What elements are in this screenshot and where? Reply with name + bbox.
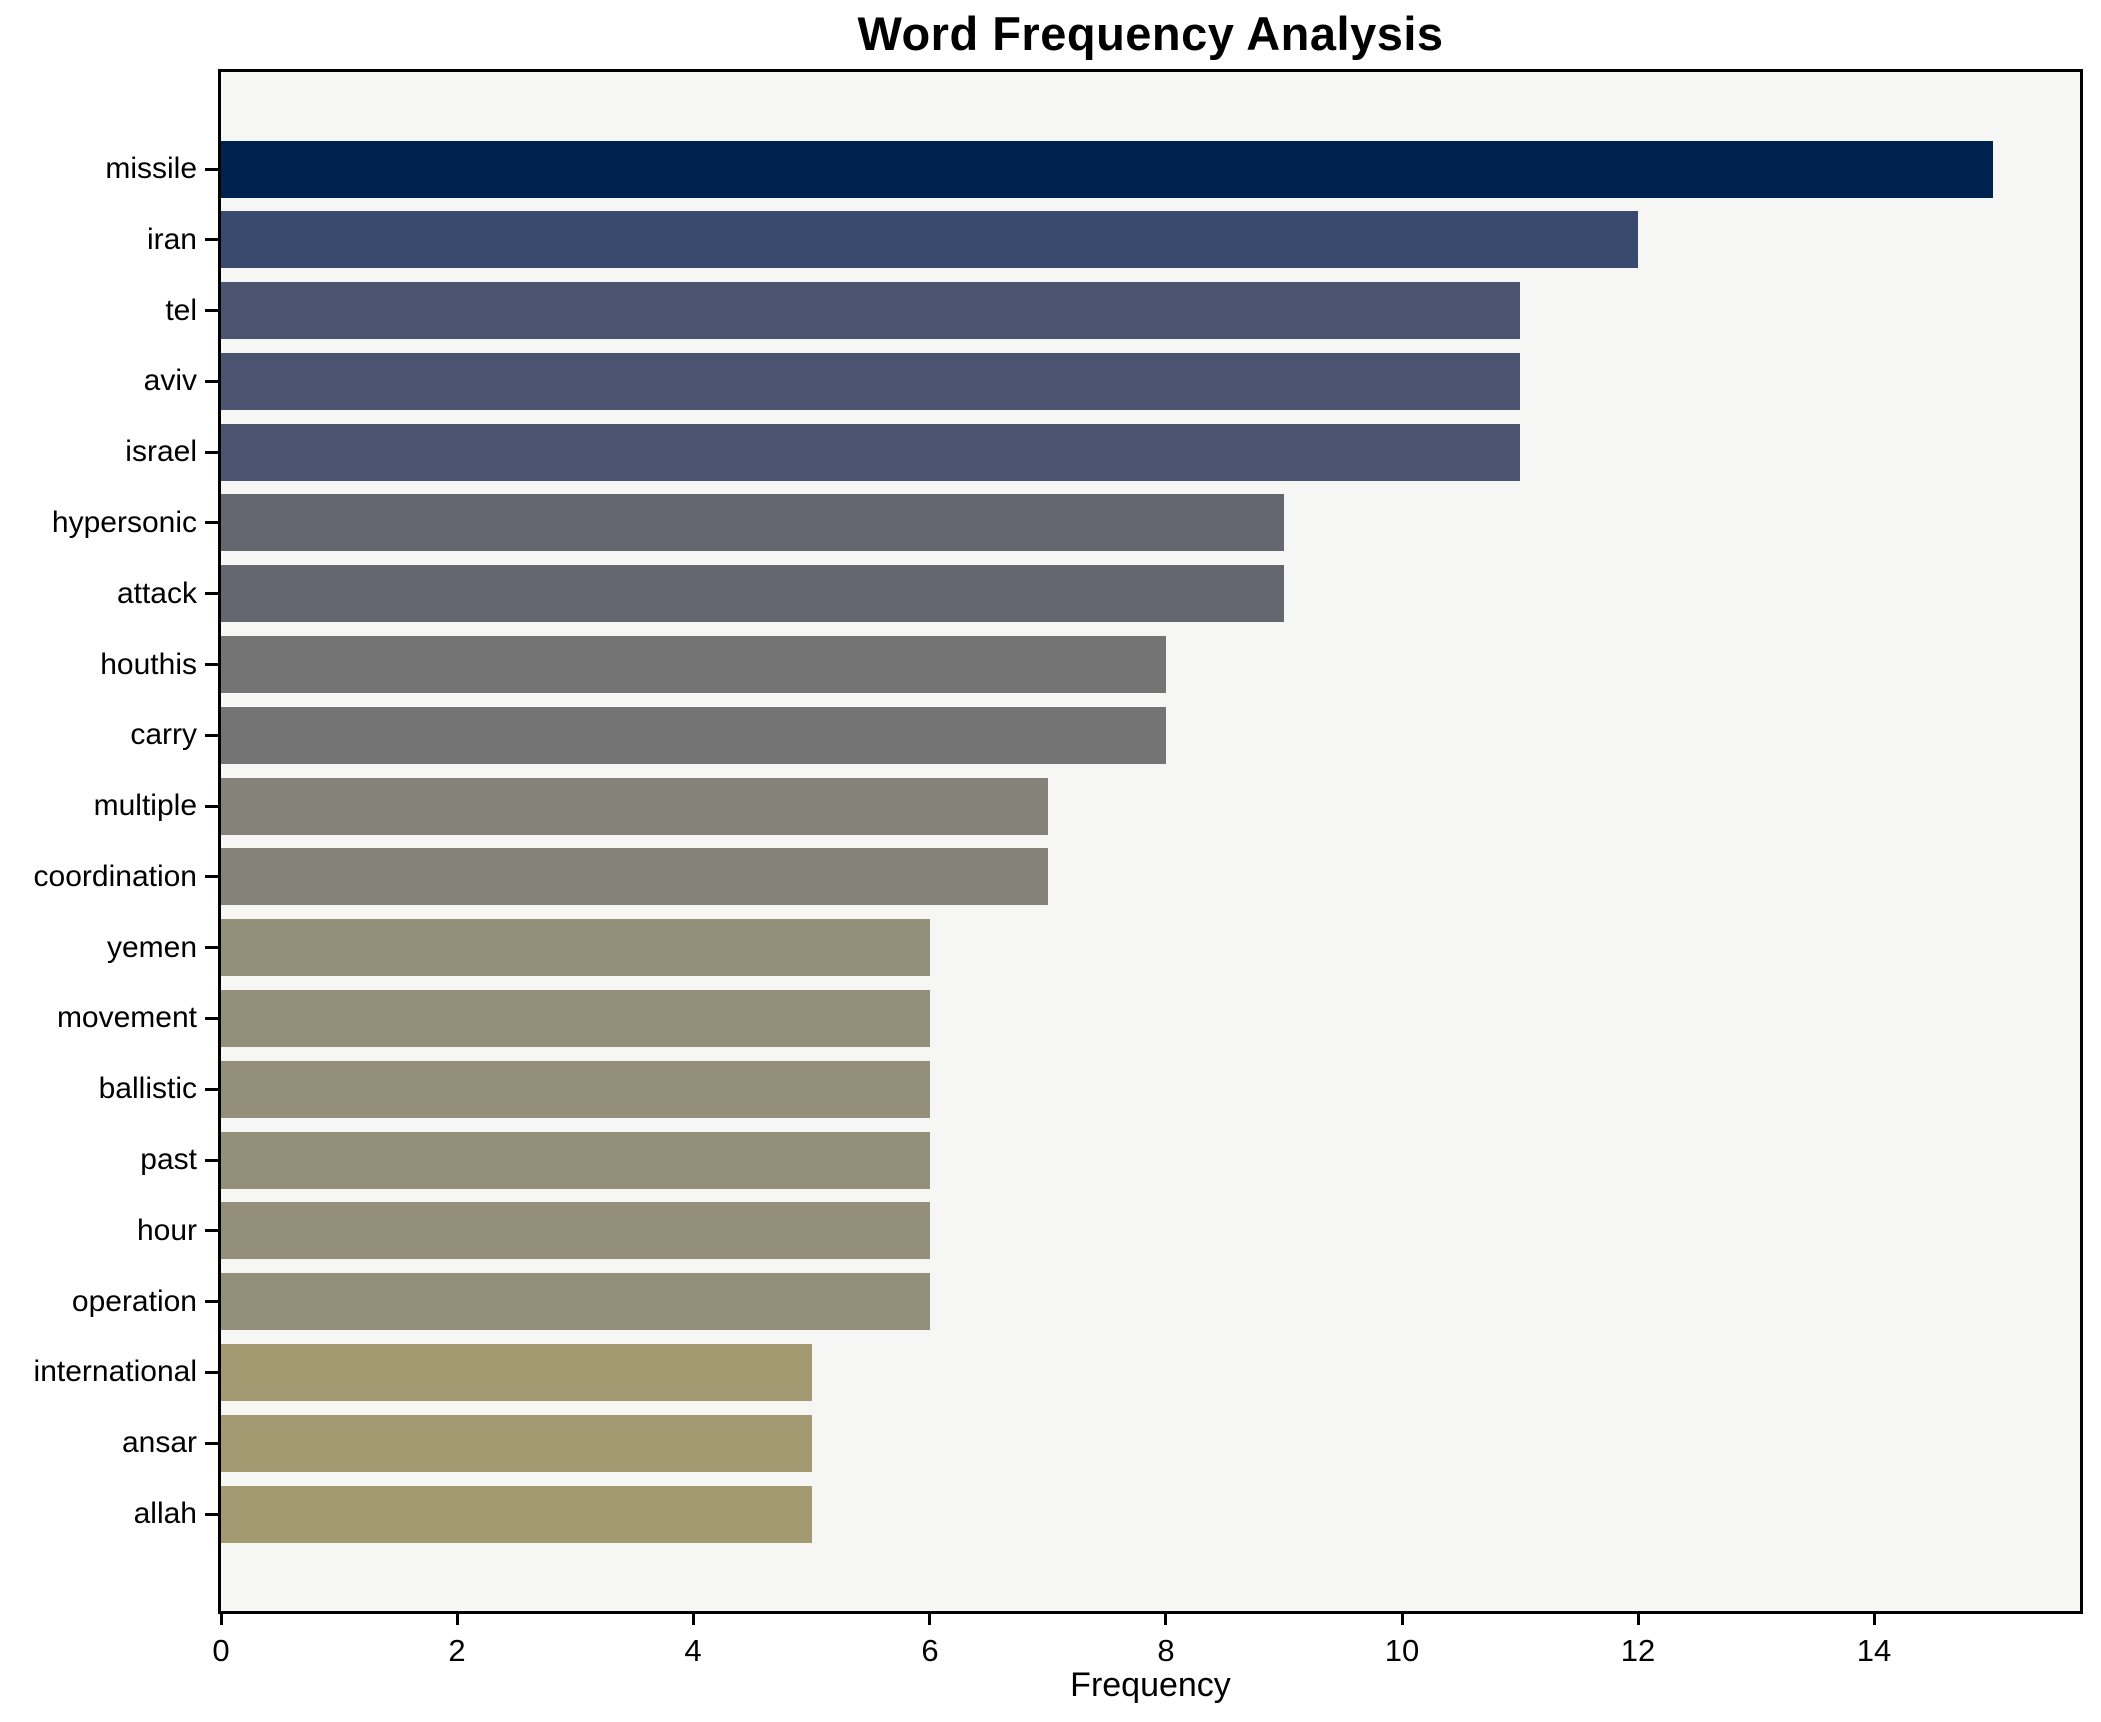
bar-attack [221, 565, 1284, 622]
x-tick-mark [1873, 1611, 1876, 1625]
x-tick-mark [928, 1611, 931, 1625]
y-tick-label-coordination: coordination [33, 860, 197, 893]
y-tick-label-iran: iran [146, 223, 197, 256]
bar-hour [221, 1202, 930, 1259]
y-tick-label-carry: carry [130, 718, 197, 751]
bar-ansar [221, 1415, 812, 1472]
y-tick-label-houthis: houthis [100, 648, 197, 681]
y-tick-mark [205, 238, 219, 241]
y-tick-mark [205, 1300, 219, 1303]
bar-multiple [221, 778, 1048, 835]
y-tick-label-allah: allah [133, 1497, 197, 1530]
x-tick-mark [456, 1611, 459, 1625]
bar-international [221, 1344, 812, 1401]
bar-coordination [221, 848, 1048, 905]
bar-carry [221, 707, 1166, 764]
bar-past [221, 1132, 930, 1189]
y-tick-label-ballistic: ballistic [98, 1072, 197, 1105]
bar-iran [221, 211, 1638, 268]
y-tick-mark [205, 168, 219, 171]
x-tick-label-2: 2 [448, 1633, 466, 1668]
x-tick-mark [220, 1611, 223, 1625]
y-tick-label-aviv: aviv [143, 364, 197, 397]
y-tick-label-multiple: multiple [93, 789, 197, 822]
bar-allah [221, 1486, 812, 1543]
x-tick-mark [692, 1611, 695, 1625]
x-tick-label-12: 12 [1620, 1633, 1656, 1668]
y-tick-label-attack: attack [116, 577, 197, 610]
x-tick-mark [1164, 1611, 1167, 1625]
bar-missile [221, 141, 1993, 198]
y-tick-label-hour: hour [136, 1214, 197, 1247]
y-tick-mark [205, 1513, 219, 1516]
y-tick-mark [205, 805, 219, 808]
y-tick-mark [205, 309, 219, 312]
y-tick-label-international: international [33, 1355, 197, 1388]
x-tick-label-8: 8 [1157, 1633, 1175, 1668]
bar-tel [221, 282, 1520, 339]
x-tick-mark [1401, 1611, 1404, 1625]
bar-operation [221, 1273, 930, 1330]
y-tick-mark [205, 875, 219, 878]
y-tick-label-operation: operation [71, 1285, 197, 1318]
bar-ballistic [221, 1061, 930, 1118]
y-tick-mark [205, 1229, 219, 1232]
y-tick-mark [205, 1371, 219, 1374]
y-tick-mark [205, 521, 219, 524]
bar-yemen [221, 919, 930, 976]
y-tick-mark [205, 592, 219, 595]
bar-movement [221, 990, 930, 1047]
y-tick-mark [205, 380, 219, 383]
y-tick-label-missile: missile [105, 152, 197, 185]
bar-hypersonic [221, 494, 1284, 551]
y-tick-label-yemen: yemen [106, 931, 197, 964]
y-tick-mark [205, 946, 219, 949]
x-axis-title: Frequency [1070, 1666, 1231, 1704]
y-tick-mark [205, 1159, 219, 1162]
y-tick-label-movement: movement [56, 1001, 197, 1034]
y-tick-mark [205, 1088, 219, 1091]
bar-aviv [221, 353, 1520, 410]
y-tick-mark [205, 1442, 219, 1445]
x-tick-label-10: 10 [1384, 1633, 1420, 1668]
x-tick-label-14: 14 [1856, 1633, 1892, 1668]
y-tick-label-tel: tel [165, 294, 197, 327]
x-tick-label-4: 4 [684, 1633, 702, 1668]
y-tick-mark [205, 663, 219, 666]
y-tick-label-israel: israel [125, 435, 197, 468]
bar-houthis [221, 636, 1166, 693]
x-tick-mark [1637, 1611, 1640, 1625]
y-tick-label-hypersonic: hypersonic [51, 506, 197, 539]
y-tick-mark [205, 451, 219, 454]
x-tick-label-6: 6 [921, 1633, 939, 1668]
bar-israel [221, 424, 1520, 481]
y-tick-mark [205, 734, 219, 737]
y-tick-mark [205, 1017, 219, 1020]
y-tick-label-past: past [140, 1143, 197, 1176]
chart-title: Word Frequency Analysis [857, 7, 1444, 60]
y-tick-label-ansar: ansar [121, 1426, 197, 1459]
x-tick-label-0: 0 [212, 1633, 230, 1668]
